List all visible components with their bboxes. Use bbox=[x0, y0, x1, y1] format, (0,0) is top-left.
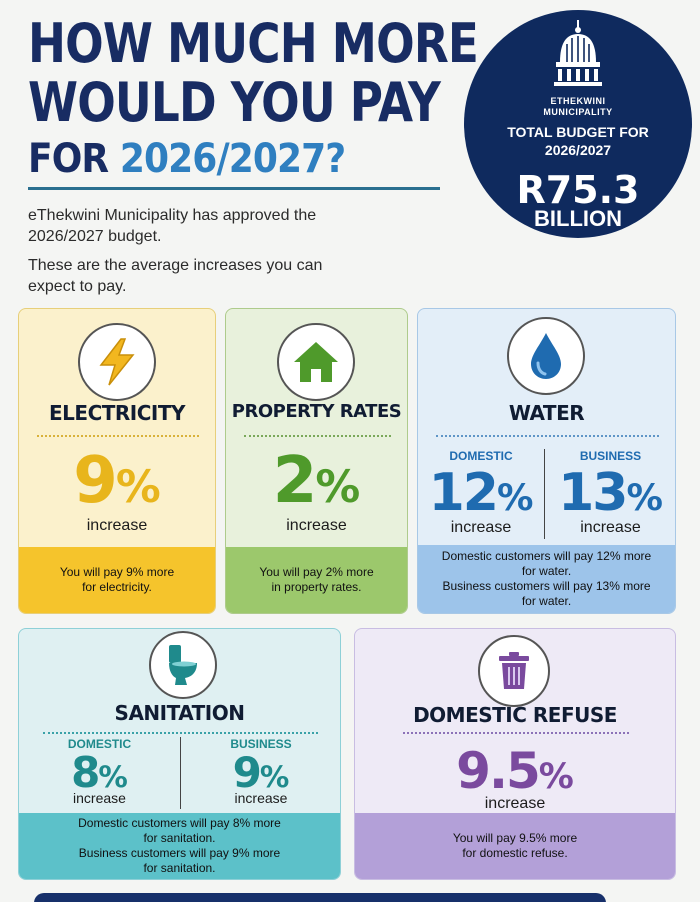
refuse-percent: 9.5% bbox=[355, 739, 675, 809]
municipality-logo-text: ETHEKWINI MUNICIPALITY bbox=[464, 96, 692, 118]
sanitation-divider bbox=[43, 732, 318, 734]
budget-amount: R75.3 bbox=[516, 168, 640, 212]
percent-sign: % bbox=[538, 757, 574, 797]
water-business-value: 13 bbox=[558, 463, 628, 523]
intro-paragraph-1: eThekwini Municipality has approved the … bbox=[28, 207, 317, 245]
sanitation-business-value: 9 bbox=[232, 748, 262, 797]
logo-line-2: MUNICIPALITY bbox=[543, 107, 613, 117]
electricity-note: You will pay 9% more for electricity. bbox=[19, 547, 215, 613]
intro-text: eThekwini Municipality has approved the … bbox=[28, 205, 358, 297]
headline-for: FOR bbox=[28, 136, 120, 182]
property-note-line-2: in property rates. bbox=[271, 580, 362, 594]
sanitation-card: SANITATION DOMESTIC BUSINESS 8% 9% incre… bbox=[18, 628, 341, 880]
electricity-icon-circle bbox=[78, 323, 156, 401]
property-divider bbox=[244, 435, 391, 437]
budget-title-line-2: 2026/2027 bbox=[544, 142, 612, 158]
headline-line-1: HOW MUCH MORE bbox=[28, 12, 479, 75]
electricity-percent: 9% bbox=[19, 443, 215, 525]
percent-sign: % bbox=[115, 460, 161, 513]
budget-title-line-1: TOTAL BUDGET FOR bbox=[507, 124, 649, 140]
percent-sign: % bbox=[315, 460, 361, 513]
page-headline: HOW MUCH MORE WOULD YOU PAY FOR 2026/202… bbox=[28, 12, 479, 186]
domestic-refuse-card: DOMESTIC REFUSE 9.5% increase You will p… bbox=[354, 628, 676, 880]
property-icon-circle bbox=[277, 323, 355, 401]
property-value: 2 bbox=[272, 444, 318, 518]
property-note: You will pay 2% more in property rates. bbox=[226, 547, 407, 613]
water-split-line bbox=[544, 449, 545, 539]
water-domestic-increase: increase bbox=[450, 519, 512, 536]
electricity-increase-label: increase bbox=[86, 517, 148, 534]
bottom-banner bbox=[34, 893, 606, 902]
sanitation-domestic-value: 8 bbox=[71, 748, 100, 797]
headline-line-2: WOULD YOU PAY bbox=[28, 71, 441, 134]
property-rates-card: PROPERTY RATES 2% increase You will pay … bbox=[225, 308, 408, 614]
headline-year: 2026/2027? bbox=[119, 136, 346, 182]
water-note-line-2: for water. bbox=[521, 564, 572, 578]
sanitation-icon-circle bbox=[149, 631, 217, 699]
water-business-percent: 13% bbox=[544, 463, 675, 528]
sanitation-title: SANITATION bbox=[114, 701, 245, 725]
property-note-line-1: You will pay 2% more bbox=[259, 565, 374, 579]
sanitation-split-line bbox=[180, 737, 181, 809]
water-note-line-1: Domestic customers will pay 12% more bbox=[441, 549, 652, 563]
refuse-note-line-2: for domestic refuse. bbox=[462, 846, 568, 860]
water-business-increase: increase bbox=[580, 519, 641, 536]
water-title: WATER bbox=[508, 401, 585, 425]
property-increase-label: increase bbox=[286, 517, 347, 534]
property-percent: 2% bbox=[226, 443, 407, 525]
water-domestic-value: 12 bbox=[428, 463, 499, 523]
sanitation-domestic-label: DOMESTIC bbox=[67, 737, 132, 751]
refuse-note-line-1: You will pay 9.5% more bbox=[452, 831, 578, 845]
electricity-note-line-2: for electricity. bbox=[82, 580, 152, 594]
water-divider bbox=[436, 435, 659, 437]
sanitation-note-line-1: Domestic customers will pay 8% more bbox=[78, 816, 281, 830]
water-domestic-label: DOMESTIC bbox=[449, 449, 513, 463]
city-hall-dome-icon bbox=[554, 20, 602, 86]
refuse-value: 9.5 bbox=[456, 742, 541, 800]
refuse-note: You will pay 9.5% more for domestic refu… bbox=[355, 813, 675, 879]
sanitation-note-line-4: for sanitation. bbox=[143, 861, 216, 875]
electricity-value: 9 bbox=[73, 444, 118, 518]
percent-sign: % bbox=[496, 476, 534, 519]
sanitation-domestic-increase: increase bbox=[73, 790, 126, 806]
sanitation-note-line-2: for sanitation. bbox=[143, 831, 216, 845]
headline-divider bbox=[28, 187, 440, 190]
percent-sign: % bbox=[259, 760, 290, 794]
water-domestic-percent: 12% bbox=[418, 463, 544, 528]
property-title: PROPERTY RATES bbox=[231, 401, 402, 422]
electricity-title: ELECTRICITY bbox=[49, 401, 185, 425]
water-business-label: BUSINESS bbox=[579, 449, 642, 463]
trash-bin-icon bbox=[499, 652, 529, 689]
water-drop-icon bbox=[531, 333, 561, 379]
electricity-divider bbox=[37, 435, 199, 437]
house-icon bbox=[294, 342, 338, 382]
sanitation-note: Domestic customers will pay 8% more for … bbox=[19, 813, 340, 879]
sanitation-business-increase: increase bbox=[234, 790, 288, 806]
headline-line-3: FOR 2026/2027? bbox=[28, 132, 433, 186]
intro-paragraph-2: These are the average increases you can … bbox=[28, 257, 323, 295]
sanitation-note-line-3: Business customers will pay 9% more bbox=[78, 846, 281, 860]
sanitation-domestic-percent: 8% bbox=[19, 749, 180, 801]
refuse-icon-circle bbox=[478, 635, 550, 707]
water-note: Domestic customers will pay 12% more for… bbox=[418, 545, 675, 613]
toilet-icon bbox=[169, 645, 197, 685]
water-note-line-3: Business customers will pay 13% more bbox=[442, 579, 651, 593]
refuse-divider bbox=[403, 732, 629, 734]
budget-unit: BILLION bbox=[534, 206, 622, 231]
sanitation-business-label: BUSINESS bbox=[230, 737, 292, 751]
water-icon-circle bbox=[507, 317, 585, 395]
water-note-line-4: for water. bbox=[521, 594, 572, 608]
percent-sign: % bbox=[626, 476, 663, 519]
refuse-increase-label: increase bbox=[484, 795, 546, 812]
electricity-card: ELECTRICITY 9% increase You will pay 9% … bbox=[18, 308, 216, 614]
budget-title: TOTAL BUDGET FOR 2026/2027 bbox=[464, 123, 692, 159]
sanitation-business-percent: 9% bbox=[180, 748, 340, 801]
electricity-note-line-1: You will pay 9% more bbox=[59, 565, 175, 579]
water-card: WATER DOMESTIC BUSINESS 12% 13% increase… bbox=[417, 308, 676, 614]
refuse-title: DOMESTIC REFUSE bbox=[413, 703, 617, 727]
lightning-icon bbox=[99, 338, 135, 386]
logo-line-1: ETHEKWINI bbox=[550, 96, 606, 106]
percent-sign: % bbox=[98, 760, 128, 794]
total-budget-badge: ETHEKWINI MUNICIPALITY TOTAL BUDGET FOR … bbox=[464, 10, 692, 238]
